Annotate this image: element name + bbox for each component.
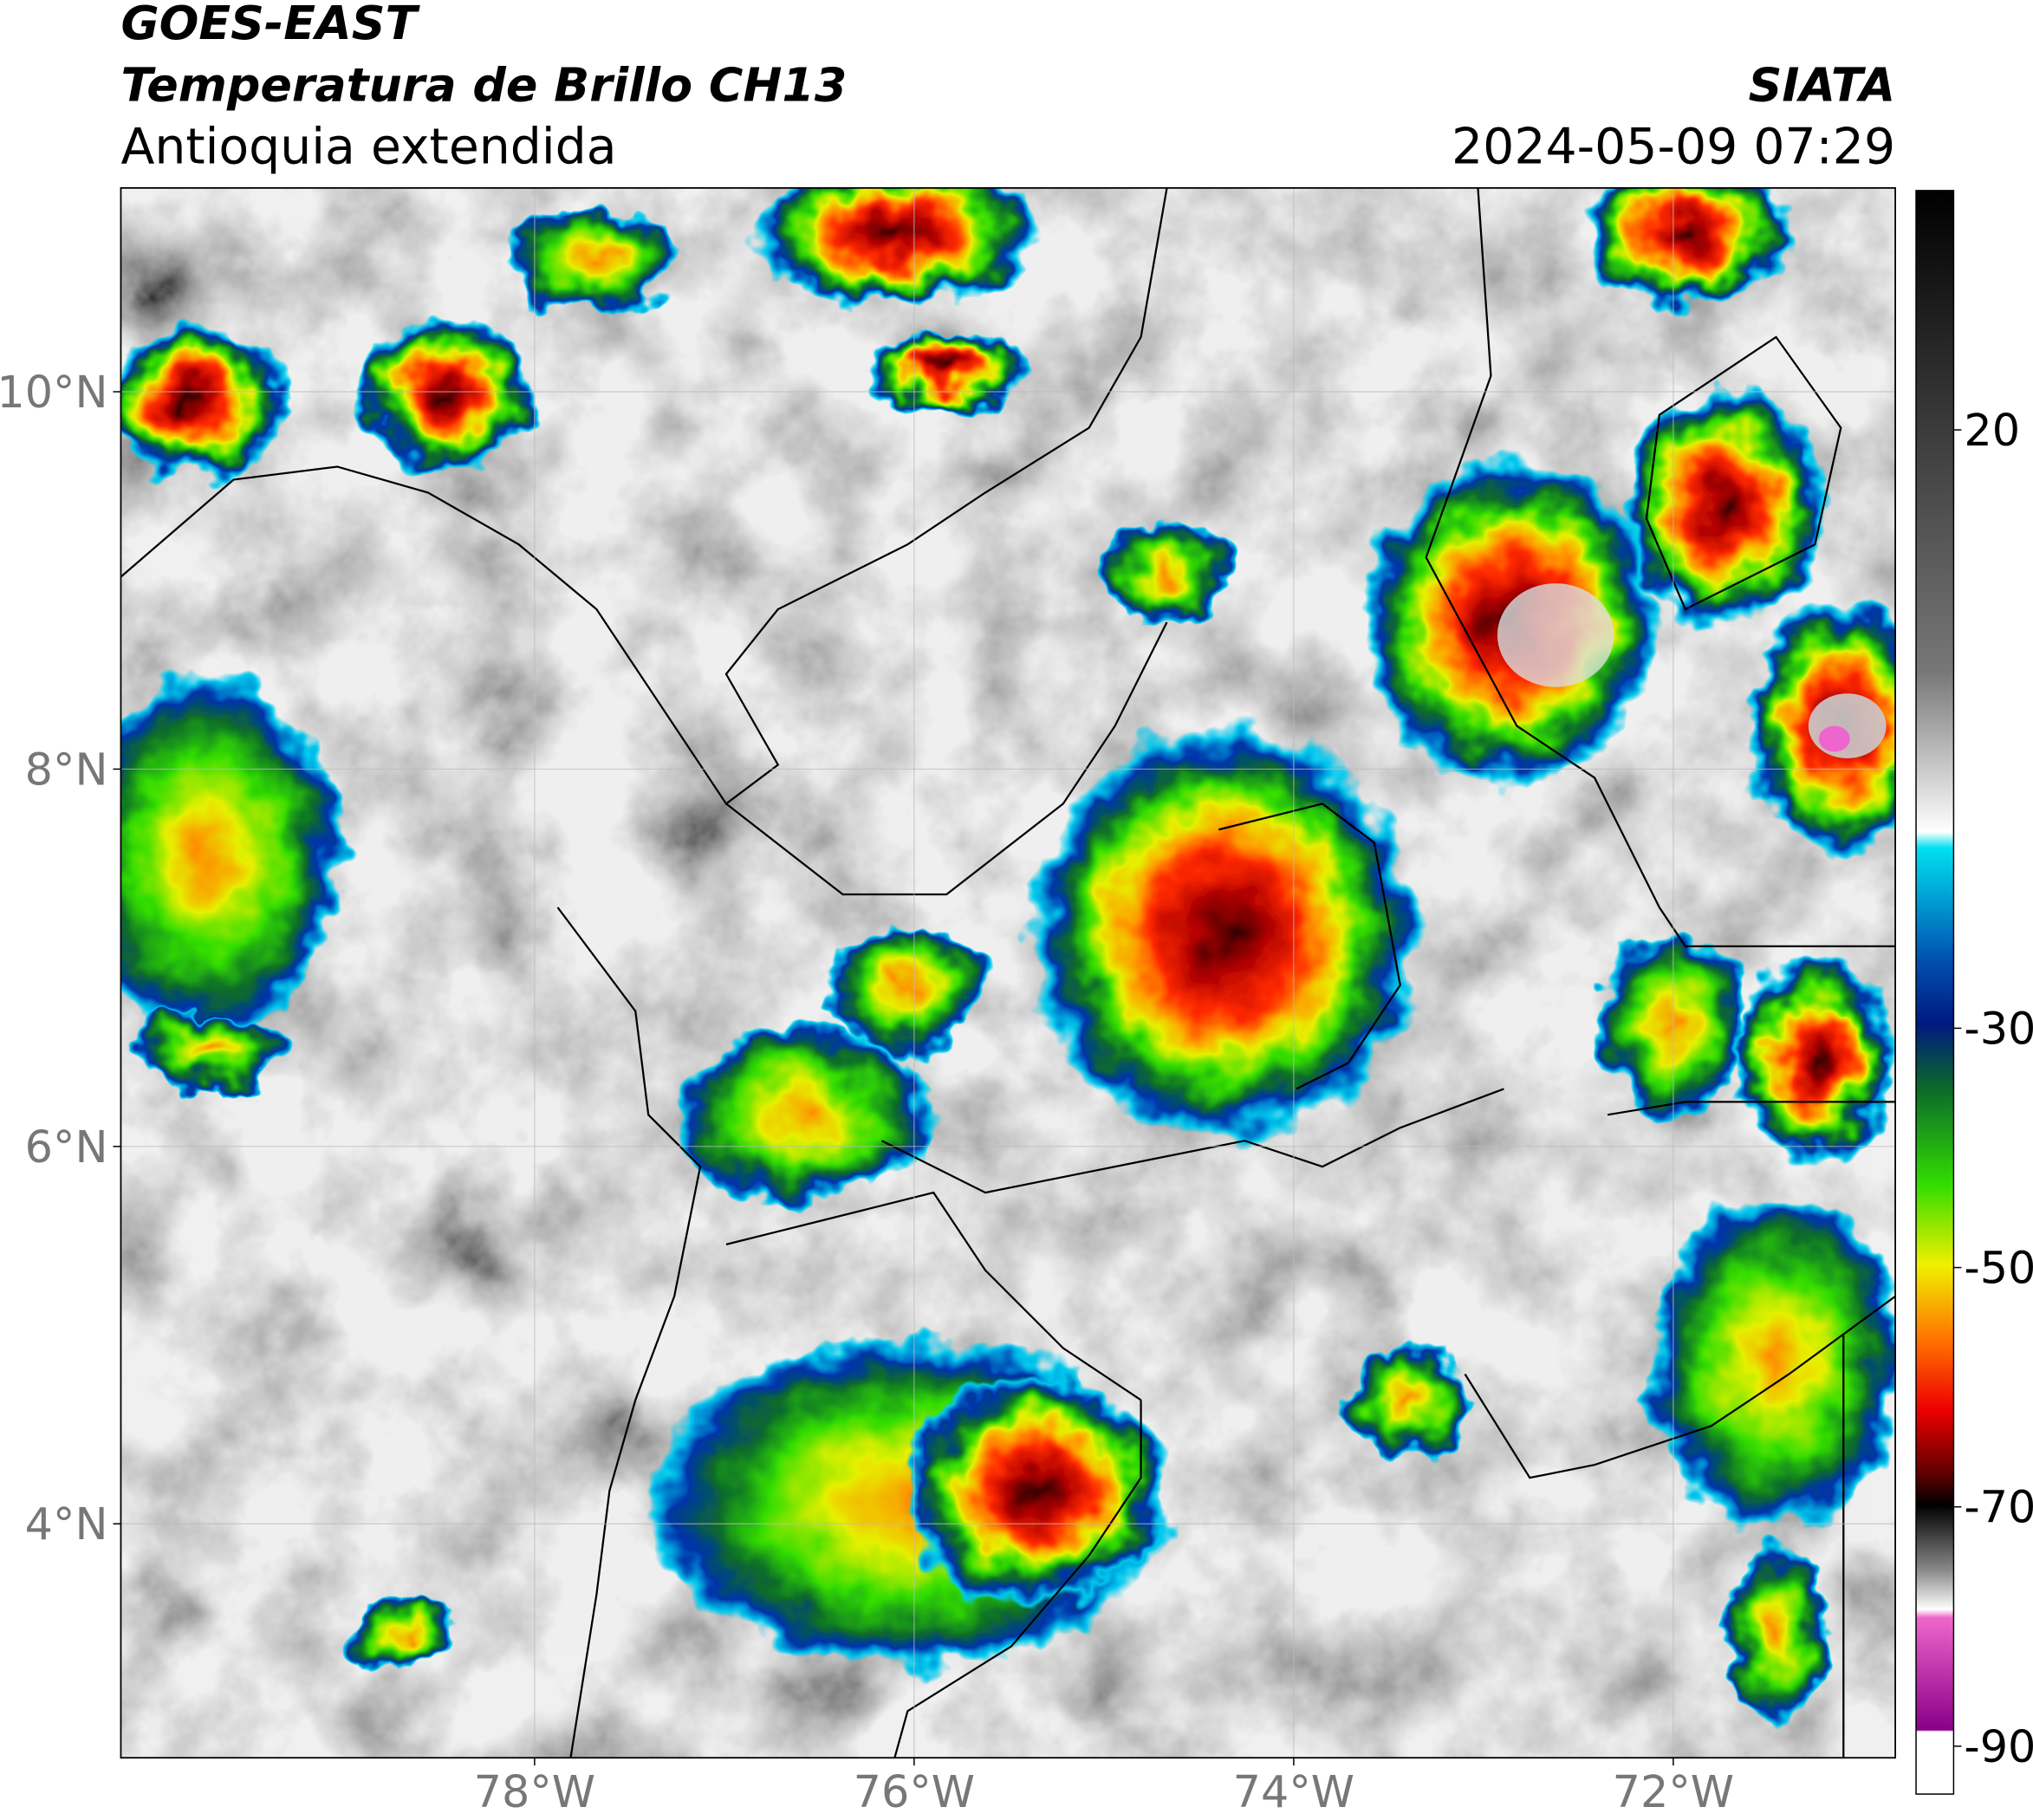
satellite-image: [120, 187, 1896, 1758]
colorbar-tick-label: 20: [1964, 405, 2020, 456]
colorbar-tick-label: -90: [1964, 1721, 2033, 1772]
x-tick-label: 72°W: [1613, 1766, 1734, 1817]
colorbar-tick-label: -70: [1964, 1482, 2033, 1533]
y-tick-label: 10°N: [0, 367, 107, 418]
colorbar-tick-label: -50: [1964, 1243, 2033, 1294]
datetime: 2024-05-09 07:29: [1452, 118, 1895, 175]
colorbar-tick-label: -30: [1964, 1003, 2033, 1054]
colorbar: [1915, 190, 1955, 1795]
graticule: [113, 187, 1896, 1766]
overshooting-top: [1808, 693, 1887, 758]
x-tick-label: 76°W: [854, 1766, 975, 1817]
y-tick-label: 8°N: [25, 744, 108, 795]
overshooting-top: [1497, 583, 1614, 687]
subtitle: Temperatura de Brillo CH13: [120, 58, 847, 113]
title: GOES-EAST: [120, 0, 420, 50]
source: SIATA: [1749, 58, 1896, 113]
y-tick-label: 4°N: [25, 1498, 108, 1550]
y-tick-label: 6°N: [25, 1121, 108, 1173]
x-tick-label: 78°W: [474, 1766, 595, 1817]
region: Antioquia extendida: [120, 118, 616, 175]
x-tick-label: 74°W: [1233, 1766, 1354, 1817]
borders: [120, 187, 1896, 1758]
map-frame: [120, 186, 1896, 1759]
overshooting-top: [1818, 725, 1850, 752]
